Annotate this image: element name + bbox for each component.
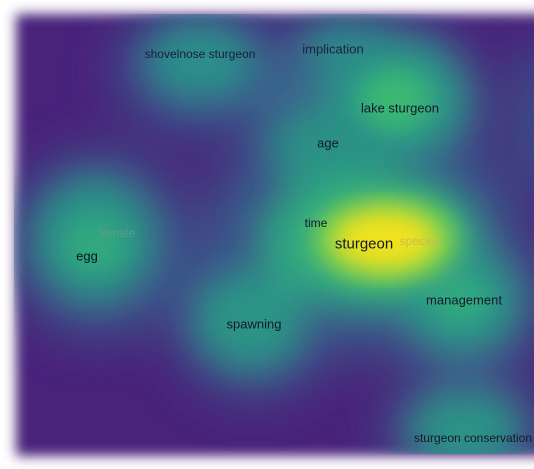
- halo-right-edge: [515, 45, 534, 195]
- term-spawning: spawning: [226, 316, 282, 332]
- term-shovelnose-sturgeon: shovelnose sturgeon: [144, 47, 256, 61]
- term-age: age: [317, 135, 339, 151]
- term-female: female: [98, 226, 136, 240]
- term-lake-sturgeon: lake sturgeon: [360, 100, 440, 116]
- term-egg: egg: [76, 248, 98, 264]
- term-sturgeon-conservation: sturgeon conservation: [413, 431, 533, 445]
- term-time: time: [304, 216, 328, 230]
- term-implication: implication: [302, 41, 364, 57]
- peak-sturgeon: [333, 210, 437, 270]
- density-layers: [14, 14, 534, 454]
- term-sturgeon: sturgeon: [334, 235, 394, 253]
- term-management: management: [426, 292, 502, 308]
- term-species: species: [399, 234, 441, 248]
